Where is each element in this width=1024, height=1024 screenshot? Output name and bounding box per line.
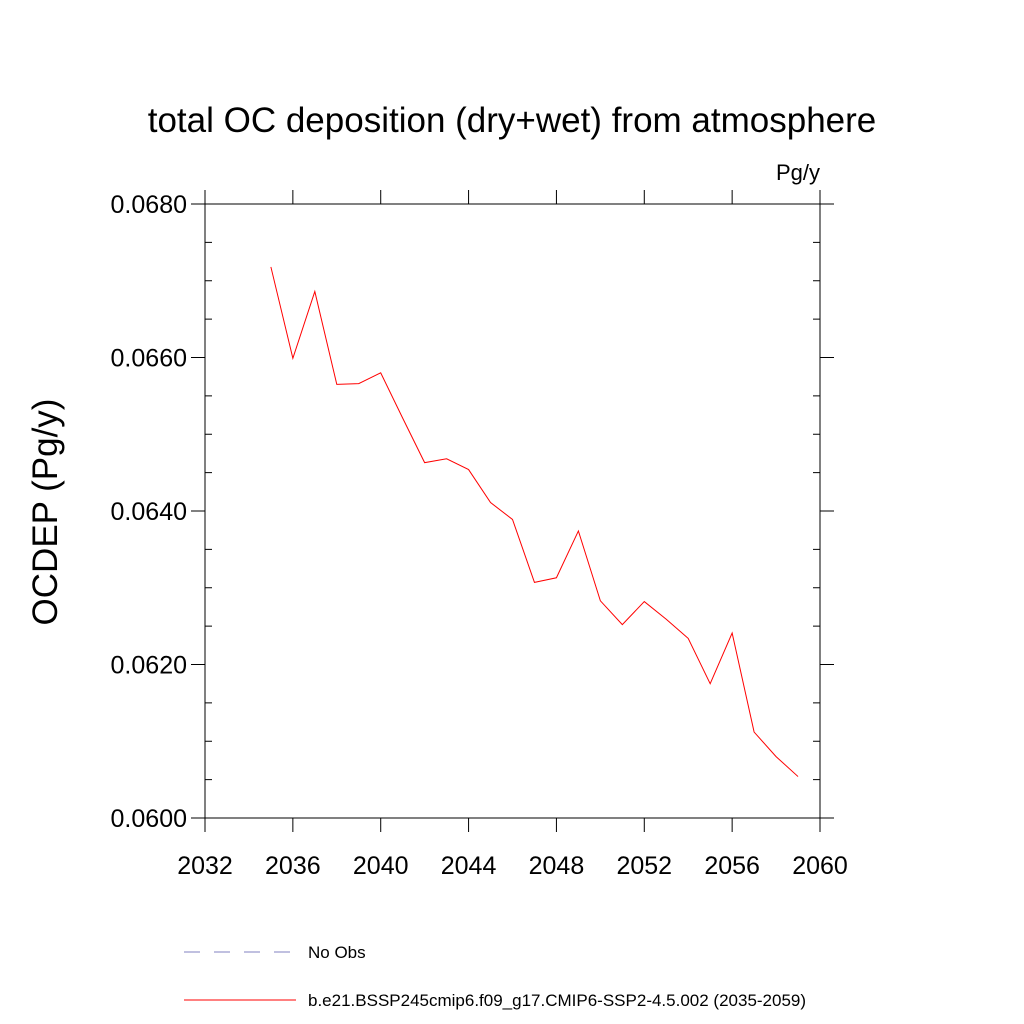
series-layer: [270, 266, 799, 777]
x-tick-label: 2060: [792, 852, 848, 880]
x-tick-label: 2044: [441, 852, 497, 880]
legend-label-1: b.e21.BSSP245cmip6.f09_g17.CMIP6-SSP2-4.…: [308, 991, 806, 1010]
x-tick-label: 2040: [353, 852, 409, 880]
axes: 0.0600 0.0620 0.0640 0.0660 0.0680 2032 2036 20…: [111, 190, 848, 880]
y-axis-label: OCDEP (Pg/y): [26, 399, 65, 626]
y-tick-label: 0.0640: [111, 498, 187, 526]
x-tick-label: 2048: [529, 852, 585, 880]
x-tick-label: 2052: [616, 852, 672, 880]
plot-frame: [204, 203, 821, 819]
series-line-0: [270, 266, 799, 777]
y-tick-label: 0.0660: [111, 345, 187, 373]
legend-label-0: No Obs: [308, 943, 366, 962]
y-tick-label: 0.0600: [111, 805, 187, 833]
units-label: Pg/y: [776, 160, 820, 185]
legend: No Obs b.e21.BSSP245cmip6.f09_g17.CMIP6-S…: [184, 943, 806, 1010]
x-tick-label: 2032: [177, 852, 233, 880]
chart-title: total OC deposition (dry+wet) from atmos…: [148, 101, 877, 140]
x-tick-label: 2056: [704, 852, 760, 880]
y-tick-label: 0.0680: [111, 191, 187, 219]
y-tick-label: 0.0620: [111, 652, 187, 680]
x-tick-label: 2036: [265, 852, 321, 880]
